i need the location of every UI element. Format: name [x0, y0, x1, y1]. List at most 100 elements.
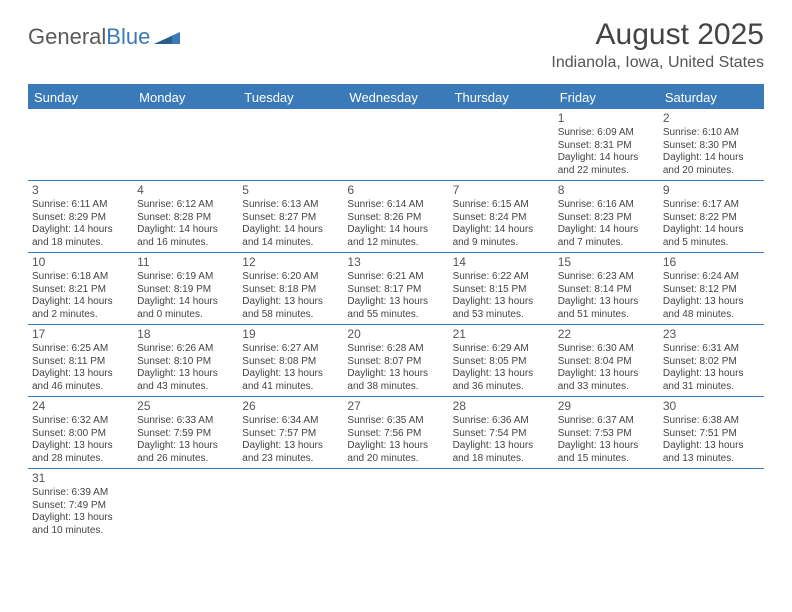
header: GeneralBlue August 2025 Indianola, Iowa,…: [0, 0, 792, 78]
day-number: 9: [663, 183, 760, 198]
day-number: 25: [137, 399, 234, 414]
calendar-cell: 6Sunrise: 6:14 AMSunset: 8:26 PMDaylight…: [343, 181, 448, 252]
sunset-text: Sunset: 7:57 PM: [242, 428, 339, 441]
sunrise-text: Sunrise: 6:38 AM: [663, 415, 760, 428]
daylight-text: Daylight: 13 hours and 46 minutes.: [32, 368, 129, 393]
daylight-text: Daylight: 13 hours and 26 minutes.: [137, 440, 234, 465]
sunrise-text: Sunrise: 6:30 AM: [558, 343, 655, 356]
calendar-cell: 26Sunrise: 6:34 AMSunset: 7:57 PMDayligh…: [238, 397, 343, 468]
day-number: 30: [663, 399, 760, 414]
calendar-week: 10Sunrise: 6:18 AMSunset: 8:21 PMDayligh…: [28, 253, 764, 325]
sunset-text: Sunset: 8:31 PM: [558, 140, 655, 153]
calendar-week: 31Sunrise: 6:39 AMSunset: 7:49 PMDayligh…: [28, 469, 764, 540]
sunset-text: Sunset: 7:59 PM: [137, 428, 234, 441]
sunset-text: Sunset: 8:27 PM: [242, 212, 339, 225]
sunset-text: Sunset: 8:17 PM: [347, 284, 444, 297]
day-number: 19: [242, 327, 339, 342]
calendar-cell: 22Sunrise: 6:30 AMSunset: 8:04 PMDayligh…: [554, 325, 659, 396]
sunrise-text: Sunrise: 6:13 AM: [242, 199, 339, 212]
day-number: 3: [32, 183, 129, 198]
sunrise-text: Sunrise: 6:37 AM: [558, 415, 655, 428]
sunrise-text: Sunrise: 6:18 AM: [32, 271, 129, 284]
day-number: 18: [137, 327, 234, 342]
daylight-text: Daylight: 14 hours and 12 minutes.: [347, 224, 444, 249]
daylight-text: Daylight: 13 hours and 55 minutes.: [347, 296, 444, 321]
calendar-cell: 15Sunrise: 6:23 AMSunset: 8:14 PMDayligh…: [554, 253, 659, 324]
calendar: Sunday Monday Tuesday Wednesday Thursday…: [28, 84, 764, 540]
calendar-cell: 9Sunrise: 6:17 AMSunset: 8:22 PMDaylight…: [659, 181, 764, 252]
day-number: 8: [558, 183, 655, 198]
sunset-text: Sunset: 8:00 PM: [32, 428, 129, 441]
day-header: Saturday: [659, 86, 764, 109]
calendar-cell: 29Sunrise: 6:37 AMSunset: 7:53 PMDayligh…: [554, 397, 659, 468]
daylight-text: Daylight: 13 hours and 20 minutes.: [347, 440, 444, 465]
calendar-cell: 10Sunrise: 6:18 AMSunset: 8:21 PMDayligh…: [28, 253, 133, 324]
day-number: 21: [453, 327, 550, 342]
calendar-cell: 25Sunrise: 6:33 AMSunset: 7:59 PMDayligh…: [133, 397, 238, 468]
sunset-text: Sunset: 8:19 PM: [137, 284, 234, 297]
sunset-text: Sunset: 8:12 PM: [663, 284, 760, 297]
calendar-cell-empty: [343, 109, 448, 180]
calendar-cell: 1Sunrise: 6:09 AMSunset: 8:31 PMDaylight…: [554, 109, 659, 180]
sunset-text: Sunset: 8:02 PM: [663, 356, 760, 369]
daylight-text: Daylight: 13 hours and 18 minutes.: [453, 440, 550, 465]
sunrise-text: Sunrise: 6:22 AM: [453, 271, 550, 284]
daylight-text: Daylight: 14 hours and 22 minutes.: [558, 152, 655, 177]
day-number: 5: [242, 183, 339, 198]
day-number: 12: [242, 255, 339, 270]
day-number: 24: [32, 399, 129, 414]
day-number: 4: [137, 183, 234, 198]
calendar-cell: 30Sunrise: 6:38 AMSunset: 7:51 PMDayligh…: [659, 397, 764, 468]
day-number: 1: [558, 111, 655, 126]
daylight-text: Daylight: 14 hours and 14 minutes.: [242, 224, 339, 249]
sunrise-text: Sunrise: 6:36 AM: [453, 415, 550, 428]
sunset-text: Sunset: 7:49 PM: [32, 500, 129, 513]
day-number: 14: [453, 255, 550, 270]
sunrise-text: Sunrise: 6:15 AM: [453, 199, 550, 212]
calendar-cell-empty: [554, 469, 659, 540]
sunset-text: Sunset: 8:11 PM: [32, 356, 129, 369]
sunset-text: Sunset: 8:29 PM: [32, 212, 129, 225]
sunset-text: Sunset: 8:28 PM: [137, 212, 234, 225]
calendar-cell: 12Sunrise: 6:20 AMSunset: 8:18 PMDayligh…: [238, 253, 343, 324]
calendar-cell: 13Sunrise: 6:21 AMSunset: 8:17 PMDayligh…: [343, 253, 448, 324]
calendar-cell: 14Sunrise: 6:22 AMSunset: 8:15 PMDayligh…: [449, 253, 554, 324]
logo-text-1: General: [28, 24, 106, 50]
day-header: Sunday: [28, 86, 133, 109]
calendar-cell-empty: [343, 469, 448, 540]
daylight-text: Daylight: 13 hours and 28 minutes.: [32, 440, 129, 465]
calendar-cell: 4Sunrise: 6:12 AMSunset: 8:28 PMDaylight…: [133, 181, 238, 252]
daylight-text: Daylight: 14 hours and 20 minutes.: [663, 152, 760, 177]
day-number: 17: [32, 327, 129, 342]
day-number: 22: [558, 327, 655, 342]
calendar-cell-empty: [133, 469, 238, 540]
daylight-text: Daylight: 13 hours and 33 minutes.: [558, 368, 655, 393]
calendar-cell-empty: [449, 109, 554, 180]
sunrise-text: Sunrise: 6:32 AM: [32, 415, 129, 428]
sunset-text: Sunset: 7:56 PM: [347, 428, 444, 441]
calendar-cell-empty: [28, 109, 133, 180]
sunrise-text: Sunrise: 6:17 AM: [663, 199, 760, 212]
day-number: 2: [663, 111, 760, 126]
calendar-cell: 31Sunrise: 6:39 AMSunset: 7:49 PMDayligh…: [28, 469, 133, 540]
calendar-week: 1Sunrise: 6:09 AMSunset: 8:31 PMDaylight…: [28, 109, 764, 181]
day-number: 29: [558, 399, 655, 414]
logo-text-2: Blue: [106, 24, 150, 50]
day-number: 28: [453, 399, 550, 414]
calendar-cell: 16Sunrise: 6:24 AMSunset: 8:12 PMDayligh…: [659, 253, 764, 324]
sunset-text: Sunset: 7:51 PM: [663, 428, 760, 441]
day-header: Tuesday: [238, 86, 343, 109]
sunset-text: Sunset: 8:24 PM: [453, 212, 550, 225]
calendar-week: 24Sunrise: 6:32 AMSunset: 8:00 PMDayligh…: [28, 397, 764, 469]
sunrise-text: Sunrise: 6:20 AM: [242, 271, 339, 284]
calendar-cell: 3Sunrise: 6:11 AMSunset: 8:29 PMDaylight…: [28, 181, 133, 252]
calendar-cell: 19Sunrise: 6:27 AMSunset: 8:08 PMDayligh…: [238, 325, 343, 396]
sunrise-text: Sunrise: 6:35 AM: [347, 415, 444, 428]
calendar-cell-empty: [133, 109, 238, 180]
daylight-text: Daylight: 13 hours and 41 minutes.: [242, 368, 339, 393]
calendar-cell: 21Sunrise: 6:29 AMSunset: 8:05 PMDayligh…: [449, 325, 554, 396]
sunset-text: Sunset: 8:26 PM: [347, 212, 444, 225]
sunrise-text: Sunrise: 6:23 AM: [558, 271, 655, 284]
calendar-cell: 28Sunrise: 6:36 AMSunset: 7:54 PMDayligh…: [449, 397, 554, 468]
sunrise-text: Sunrise: 6:14 AM: [347, 199, 444, 212]
